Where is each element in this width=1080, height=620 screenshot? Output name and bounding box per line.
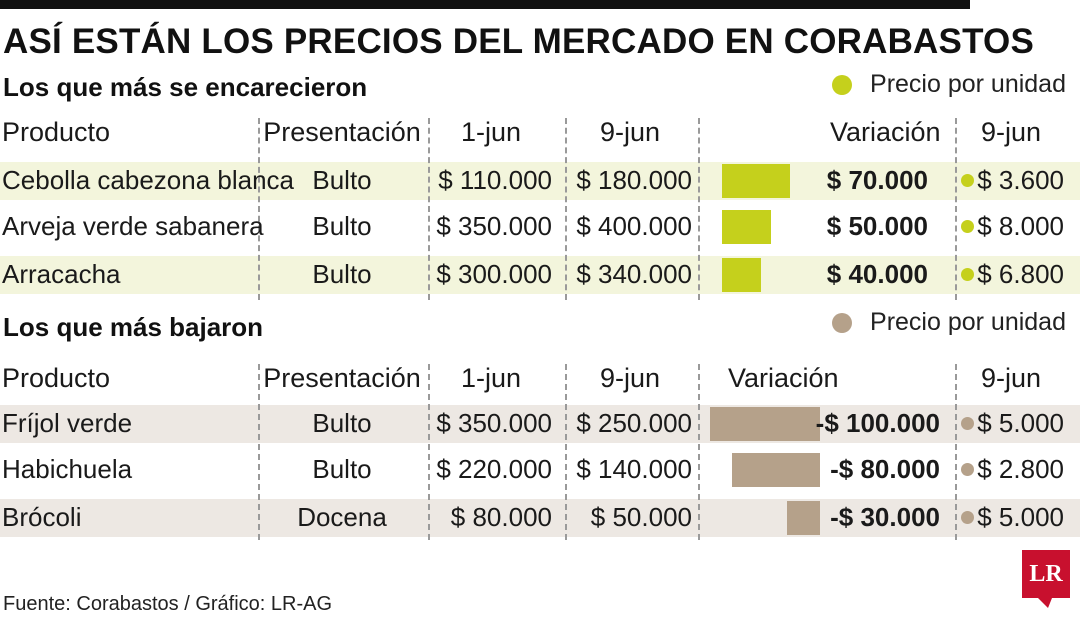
top-rule — [0, 0, 970, 9]
variation-bar — [787, 501, 820, 535]
cell-d1: $ 350.000 — [436, 408, 552, 438]
column-separator — [565, 118, 567, 300]
column-separator — [698, 364, 700, 540]
column-separator — [258, 118, 260, 300]
cell-product: Fríjol verde — [2, 408, 133, 438]
logo-tail-icon — [1038, 598, 1052, 608]
header-variation: Variación — [830, 117, 941, 147]
variation-value: $ 70.000 — [826, 165, 928, 195]
variation-value: $ 40.000 — [826, 259, 928, 289]
legend-dot-rise-icon — [832, 74, 853, 95]
legend-label-fall: Precio por unidad — [870, 308, 1066, 336]
unit-dot-icon — [961, 511, 974, 524]
variation-bar — [722, 210, 771, 244]
unit-price: $ 2.800 — [977, 454, 1064, 484]
variation-value: -$ 80.000 — [830, 454, 940, 484]
unit-price: $ 8.000 — [977, 211, 1064, 241]
unit-dot-icon — [961, 220, 974, 233]
variation-bar — [722, 258, 761, 292]
unit-dot-icon — [961, 268, 974, 281]
cell-d1: $ 350.000 — [436, 211, 552, 241]
header-presentation: Presentación — [263, 117, 421, 147]
column-separator — [955, 364, 957, 540]
cell-presentation: Docena — [297, 502, 387, 532]
header-date-2: 9-jun — [599, 117, 661, 147]
unit-price: $ 5.000 — [977, 502, 1064, 532]
column-separator — [428, 118, 430, 300]
column-separator — [258, 364, 260, 540]
header-unit-date: 9-jun — [980, 363, 1042, 393]
legend-rise: Precio por unidad — [832, 70, 1066, 99]
cell-product: Habichuela — [2, 454, 133, 484]
cell-d2: $ 340.000 — [576, 259, 692, 289]
section-title-rise: Los que más se encarecieron — [3, 72, 368, 102]
header-product: Producto — [2, 363, 111, 393]
cell-d1: $ 80.000 — [450, 502, 552, 532]
row-background — [0, 256, 1080, 294]
legend-label-rise: Precio por unidad — [870, 70, 1066, 98]
cell-product: Brócoli — [2, 502, 82, 532]
header-product: Producto — [2, 117, 111, 147]
column-separator — [428, 364, 430, 540]
header-date-2: 9-jun — [599, 363, 661, 393]
cell-presentation: Bulto — [312, 211, 372, 241]
lr-logo: LR — [1022, 550, 1070, 598]
cell-d1: $ 110.000 — [438, 165, 552, 195]
column-separator — [955, 118, 957, 300]
header-variation: Variación — [728, 363, 839, 393]
unit-price: $ 5.000 — [977, 408, 1064, 438]
header-presentation: Presentación — [263, 363, 421, 393]
page-title: ASÍ ESTÁN LOS PRECIOS DEL MERCADO EN COR… — [3, 22, 1034, 61]
cell-product: Cebolla cabezona blanca — [2, 165, 294, 195]
cell-d2: $ 50.000 — [590, 502, 692, 532]
unit-price: $ 6.800 — [977, 259, 1064, 289]
cell-presentation: Bulto — [312, 165, 372, 195]
cell-presentation: Bulto — [312, 454, 372, 484]
header-date-1: 1-jun — [460, 363, 522, 393]
unit-dot-icon — [961, 417, 974, 430]
section-title-fall: Los que más bajaron — [3, 312, 264, 342]
row-background — [0, 405, 1080, 443]
variation-bar — [722, 164, 790, 198]
column-separator — [698, 118, 700, 300]
variation-value: -$ 30.000 — [830, 502, 940, 532]
unit-price: $ 3.600 — [977, 165, 1064, 195]
cell-d1: $ 300.000 — [436, 259, 552, 289]
legend-dot-fall-icon — [832, 312, 853, 333]
cell-product: Arracacha — [2, 259, 121, 289]
cell-presentation: Bulto — [312, 259, 372, 289]
legend-fall: Precio por unidad — [832, 308, 1066, 337]
cell-product: Arveja verde sabanera — [2, 211, 264, 241]
variation-bar — [732, 453, 820, 487]
variation-value: $ 50.000 — [826, 211, 928, 241]
source-footer: Fuente: Corabastos / Gráfico: LR-AG — [3, 593, 333, 615]
cell-d2: $ 140.000 — [576, 454, 692, 484]
cell-d2: $ 400.000 — [576, 211, 692, 241]
unit-dot-icon — [961, 463, 974, 476]
header-date-1: 1-jun — [460, 117, 522, 147]
cell-d1: $ 220.000 — [436, 454, 552, 484]
unit-dot-icon — [961, 174, 974, 187]
variation-bar — [710, 407, 820, 441]
variation-value: -$ 100.000 — [815, 408, 940, 438]
row-background — [0, 499, 1080, 537]
cell-d2: $ 180.000 — [576, 165, 692, 195]
cell-presentation: Bulto — [312, 408, 372, 438]
column-separator — [565, 364, 567, 540]
cell-d2: $ 250.000 — [576, 408, 692, 438]
header-unit-date: 9-jun — [980, 117, 1042, 147]
row-background — [0, 162, 1080, 200]
